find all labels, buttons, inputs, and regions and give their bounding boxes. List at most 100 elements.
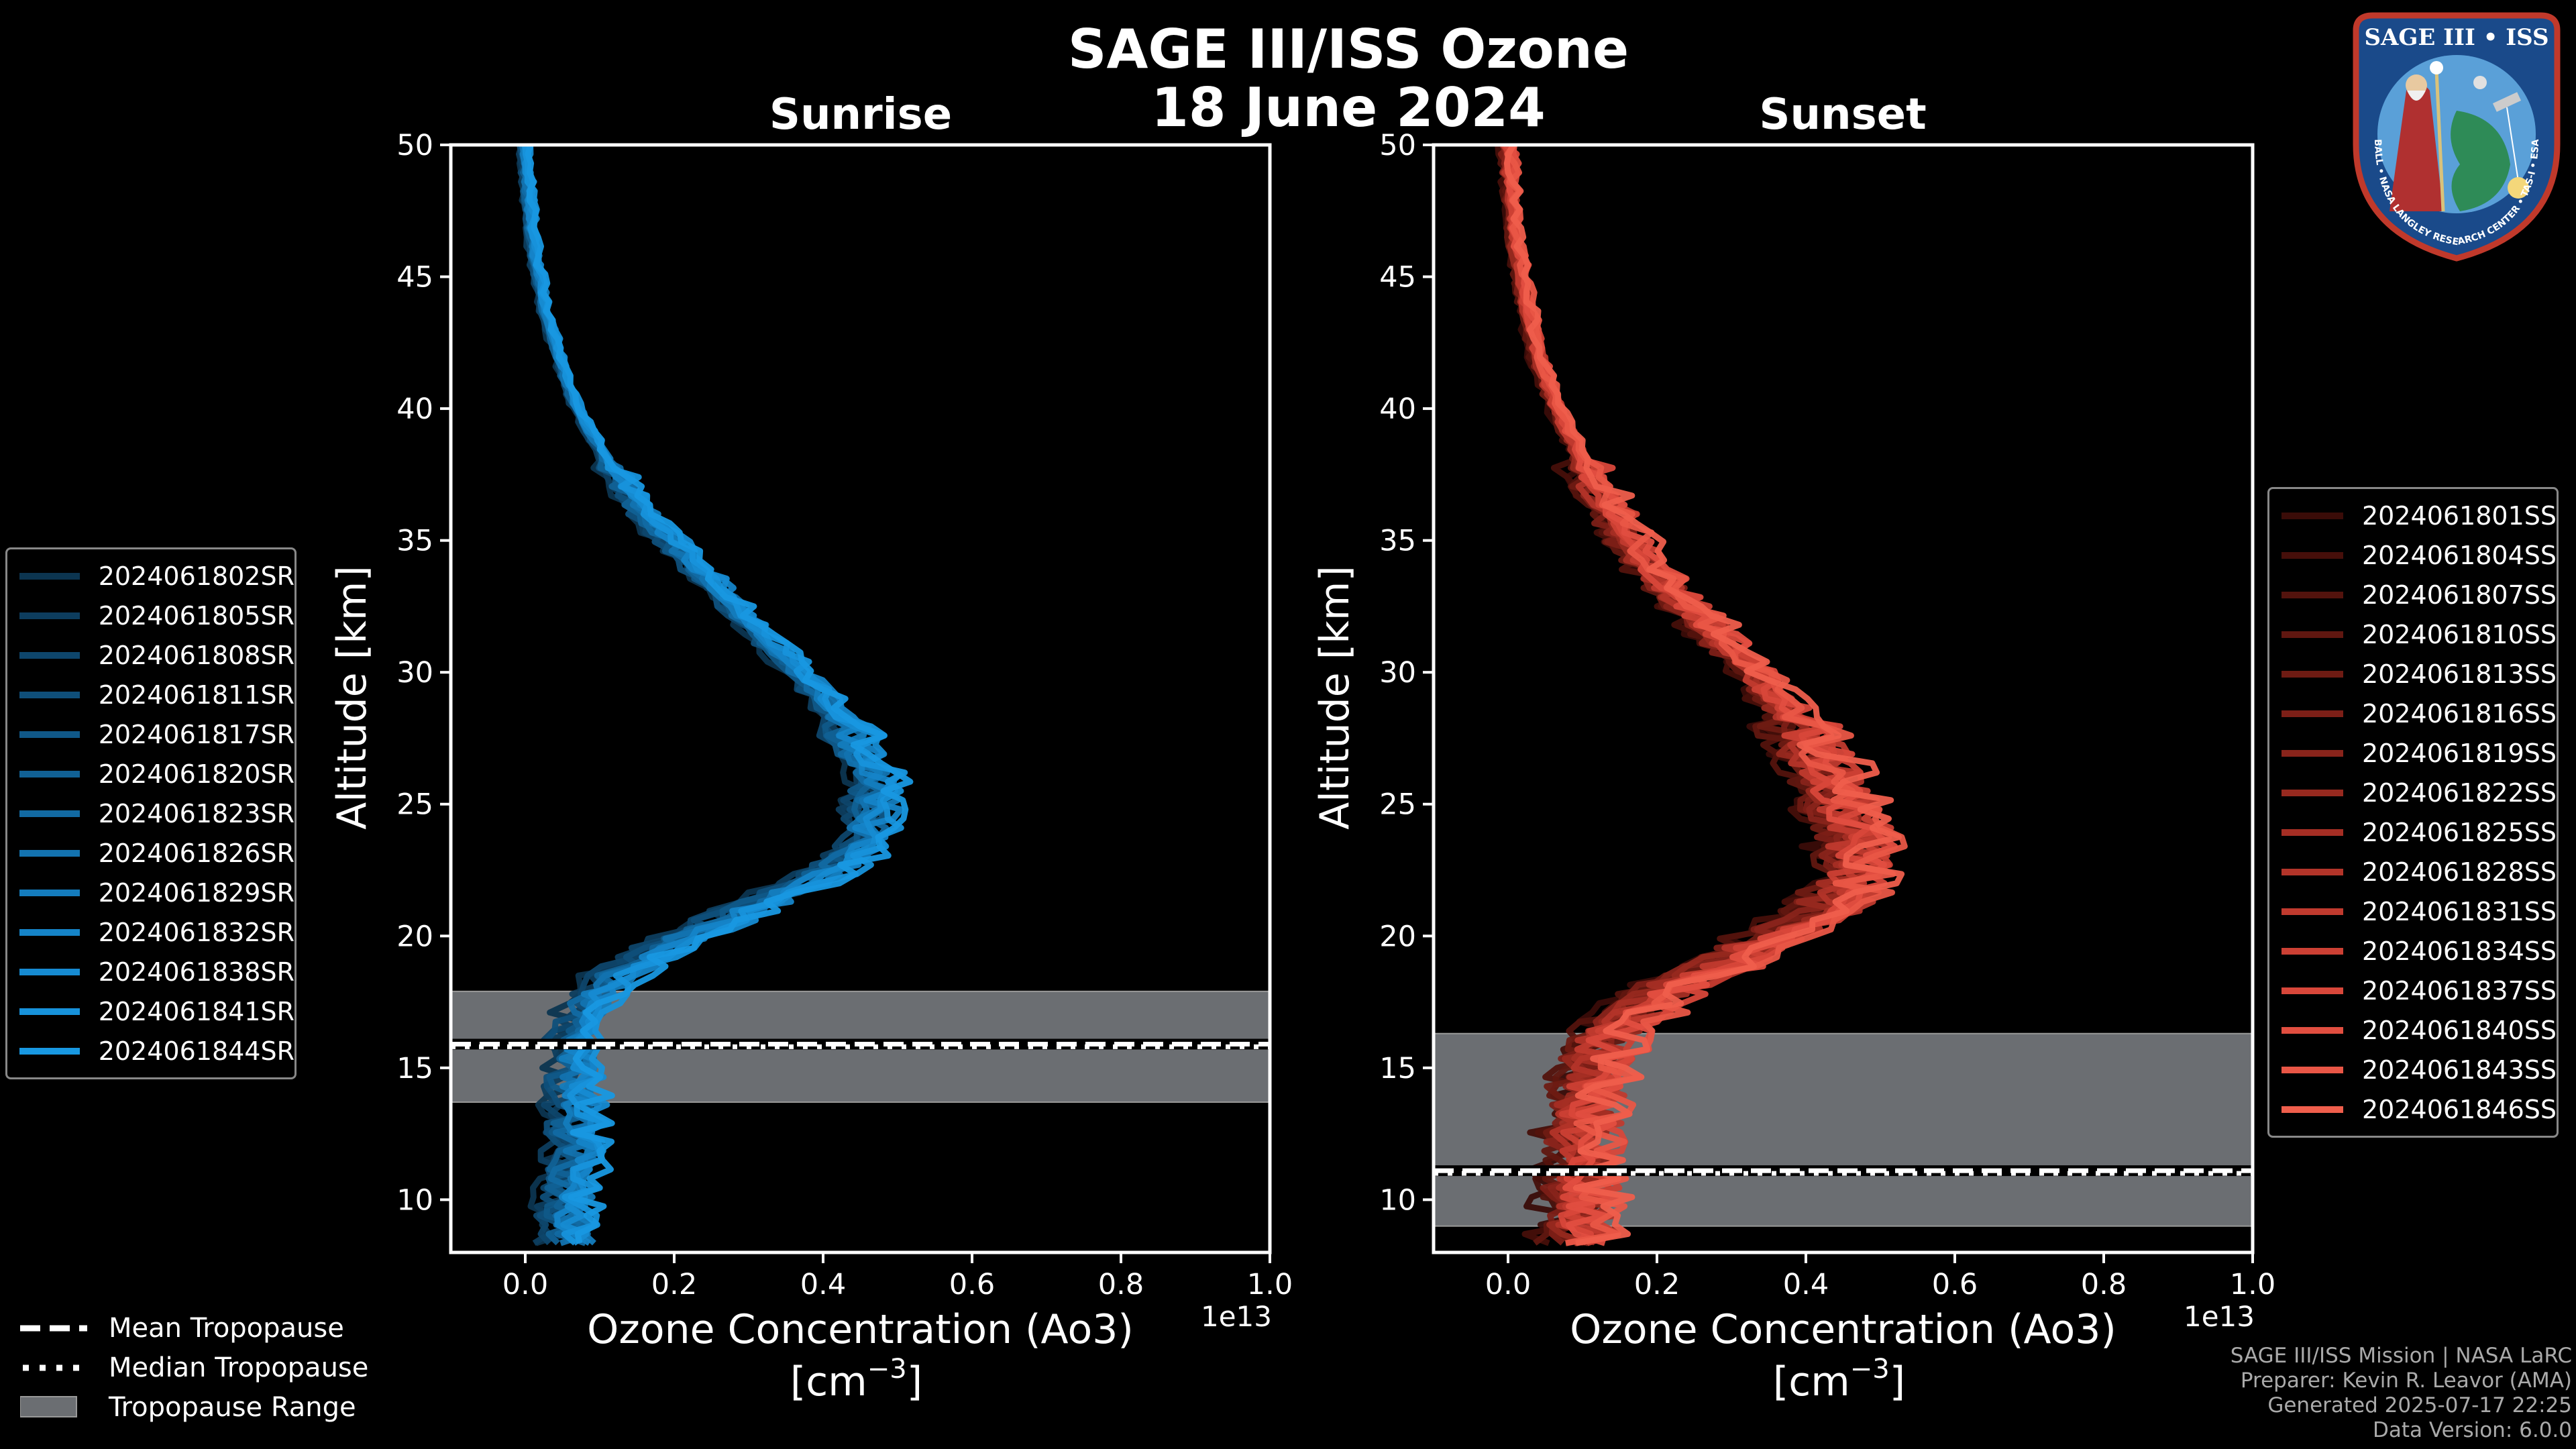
legend-label: 2024061801SS: [2361, 500, 2557, 531]
legend-label: 2024061808SR: [98, 640, 294, 670]
legend-label: 2024061820SR: [98, 759, 294, 789]
subplot-title: Sunrise: [769, 90, 952, 140]
legend-swatch: [19, 731, 80, 738]
legend-label: 2024061841SR: [98, 996, 294, 1026]
y-tick-label: 30: [396, 656, 433, 690]
legend-item-2024061804SS: 2024061804SS: [2269, 535, 2557, 575]
badge-robe: [2390, 84, 2443, 211]
legend-label: Median Tropopause: [109, 1352, 369, 1383]
legend-swatch: [2282, 987, 2343, 994]
badge-land: [2451, 111, 2510, 211]
legend-swatch: [2282, 947, 2343, 955]
legend-item-2024061811SR: 2024061811SR: [7, 675, 294, 714]
x-axis-unit: [cm−3]: [790, 1354, 922, 1405]
legend-swatch: [2282, 828, 2343, 836]
profile-line-2024061846SS: [1503, 145, 1905, 1246]
sunrise-legend: 2024061802SR 2024061805SR 2024061808SR 2024…: [5, 547, 297, 1079]
y-axis-label: Altitude [km]: [1311, 566, 1358, 830]
y-tick-label: 20: [396, 920, 433, 953]
legend-label: 2024061843SS: [2361, 1055, 2557, 1085]
legend-item-2024061801SS: 2024061801SS: [2269, 496, 2557, 535]
legend-label: Mean Tropopause: [109, 1312, 344, 1344]
x-tick-label: 0.8: [1098, 1268, 1144, 1301]
legend-label: 2024061804SS: [2361, 540, 2557, 570]
legend-swatch: [19, 691, 80, 698]
legend-item-2024061805SR: 2024061805SR: [7, 596, 294, 635]
legend-label: 2024061846SS: [2361, 1094, 2557, 1124]
legend-item-2024061834SS: 2024061834SS: [2269, 931, 2557, 971]
legend-item-2024061802SR: 2024061802SR: [7, 556, 294, 596]
legend-swatch: [19, 810, 80, 817]
legend-label: 2024061807SS: [2361, 580, 2557, 610]
legend-swatch: [19, 928, 80, 936]
legend-label: 2024061811SR: [98, 680, 294, 710]
y-tick-label: 45: [396, 261, 433, 294]
x-tick-label: 0.0: [1485, 1268, 1531, 1301]
sage-iii-iss-mission-badge: SAGE III • ISS BALL • NASA LANGLEY RESEA…: [2353, 12, 2561, 262]
axes-frame: [449, 143, 1272, 1254]
figure-title-line1: SAGE III/ISS Ozone: [1067, 18, 1629, 80]
x-offset-text: 1e13: [1201, 1300, 1272, 1333]
x-tick-label: 0.8: [2081, 1268, 2127, 1301]
profile-lines: [516, 145, 914, 1246]
legend-swatch: [2282, 631, 2343, 638]
legend-label: 2024061813SS: [2361, 659, 2557, 689]
x-axis-label: Ozone Concentration (Ao3): [587, 1306, 1134, 1353]
legend-item-2024061808SR: 2024061808SR: [7, 635, 294, 675]
legend-item-2024061846SS: 2024061846SS: [2269, 1089, 2557, 1129]
legend-label: 2024061828SS: [2361, 857, 2557, 887]
x-axis-label: Ozone Concentration (Ao3): [1570, 1306, 2116, 1353]
legend-swatch: [2282, 670, 2343, 678]
legend-swatch: [19, 849, 80, 857]
legend-item-2024061840SS: 2024061840SS: [2269, 1010, 2557, 1050]
legend-swatch: [2282, 710, 2343, 717]
legend-label: 2024061825SS: [2361, 817, 2557, 847]
figure-title-line2: 18 June 2024: [1151, 76, 1546, 139]
credit-line-preparer: Preparer: Kevin R. Leavor (AMA): [2240, 1368, 2572, 1393]
y-tick-label: 15: [1379, 1052, 1416, 1085]
legend-label: 2024061838SR: [98, 957, 294, 987]
legend-item-2024061832SR: 2024061832SR: [7, 912, 294, 952]
legend-item-2024061843SS: 2024061843SS: [2269, 1050, 2557, 1089]
legend-swatch: [2282, 1026, 2343, 1034]
x-tick-label: 1.0: [1247, 1268, 1293, 1301]
legend-swatch: [2282, 1066, 2343, 1073]
legend-label: 2024061805SR: [98, 600, 294, 631]
sunrise-panel: 0.0 0.2 0.4 0.6 0.8 1.0 10 15 20 25 30 35 40 45 50 1e13…: [329, 90, 1293, 1405]
legend-label: 2024061802SR: [98, 561, 294, 591]
x-offset-text: 1e13: [2184, 1300, 2255, 1333]
legend-label: 2024061844SR: [98, 1036, 294, 1066]
badge-top-text: SAGE III • ISS: [2364, 24, 2548, 51]
tropopause-legend: Mean Tropopause Median Tropopause Tropop…: [20, 1308, 368, 1427]
y-tick-label: 10: [396, 1183, 433, 1217]
legend-item-2024061823SR: 2024061823SR: [7, 794, 294, 833]
legend-item-2024061810SS: 2024061810SS: [2269, 614, 2557, 654]
legend-label: 2024061823SR: [98, 798, 294, 828]
legend-swatch: [19, 612, 80, 619]
legend-item-2024061820SR: 2024061820SR: [7, 754, 294, 794]
y-tick-label: 40: [1379, 392, 1416, 426]
legend-swatch: [19, 1047, 80, 1055]
axes-frame: [1432, 143, 2255, 1254]
y-tick-label: 25: [1379, 788, 1416, 822]
y-tick-label: 25: [396, 788, 433, 822]
x-tick-label: 0.6: [1932, 1268, 1978, 1301]
sunset-legend: 2024061801SS 2024061804SS 2024061807SS 2024…: [2267, 487, 2559, 1138]
legend-label: 2024061837SS: [2361, 975, 2557, 1006]
legend-label: 2024061840SS: [2361, 1015, 2557, 1045]
legend-label: 2024061822SS: [2361, 777, 2557, 808]
legend-item-2024061831SS: 2024061831SS: [2269, 892, 2557, 931]
legend-item-2024061825SS: 2024061825SS: [2269, 812, 2557, 852]
legend-item-2024061813SS: 2024061813SS: [2269, 654, 2557, 694]
legend-item-2024061822SS: 2024061822SS: [2269, 773, 2557, 812]
y-tick-label: 20: [1379, 920, 1416, 953]
legend-swatch: [19, 651, 80, 659]
x-tick-label: 0.2: [1634, 1268, 1680, 1301]
legend-swatch: [2282, 868, 2343, 875]
subplot-title: Sunset: [1759, 90, 1926, 140]
legend-label: 2024061826SR: [98, 838, 294, 868]
legend-label: 2024061816SS: [2361, 698, 2557, 729]
legend-item-tropopause-range: Tropopause Range: [20, 1387, 368, 1427]
legend-item-2024061816SS: 2024061816SS: [2269, 694, 2557, 733]
